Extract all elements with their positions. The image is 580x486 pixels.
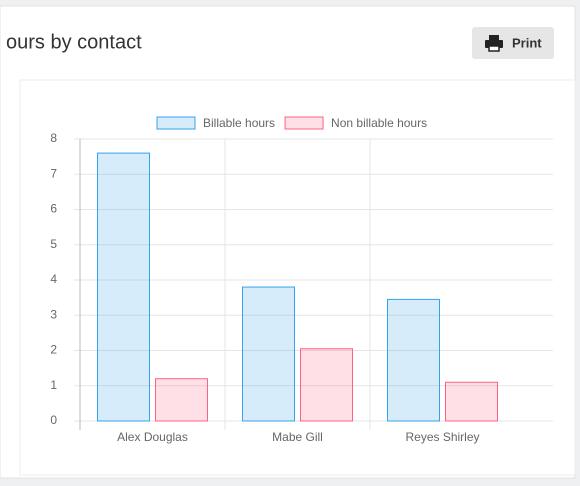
y-tick-label: 0 xyxy=(50,413,57,427)
chart-panel xyxy=(19,79,576,476)
y-tick-label: 1 xyxy=(50,378,57,392)
printer-icon xyxy=(485,35,503,52)
y-tick-label: 8 xyxy=(50,131,57,145)
y-tick-label: 5 xyxy=(50,237,57,251)
y-tick-label: 2 xyxy=(50,343,57,357)
bar xyxy=(387,298,440,422)
bar xyxy=(155,378,208,422)
legend-swatch xyxy=(284,116,324,130)
x-tick-label: Mabe Gill xyxy=(272,430,323,444)
x-tick-label: Reyes Shirley xyxy=(405,430,479,444)
y-tick-label: 7 xyxy=(50,166,57,180)
legend-label: Non billable hours xyxy=(331,116,427,130)
bar xyxy=(300,348,353,422)
y-tick-label: 3 xyxy=(50,307,57,321)
x-tick-label: Alex Douglas xyxy=(117,430,188,444)
bar xyxy=(445,381,498,422)
y-tick-label: 6 xyxy=(50,202,57,216)
bar xyxy=(242,286,295,422)
print-button[interactable]: Print xyxy=(472,27,554,59)
legend-swatch xyxy=(156,116,196,130)
bar xyxy=(97,152,150,422)
y-tick-label: 4 xyxy=(50,272,57,286)
button-label[interactable]: Print xyxy=(512,35,542,50)
legend-label: Billable hours xyxy=(203,116,275,130)
page-title: ours by contact xyxy=(6,31,142,53)
